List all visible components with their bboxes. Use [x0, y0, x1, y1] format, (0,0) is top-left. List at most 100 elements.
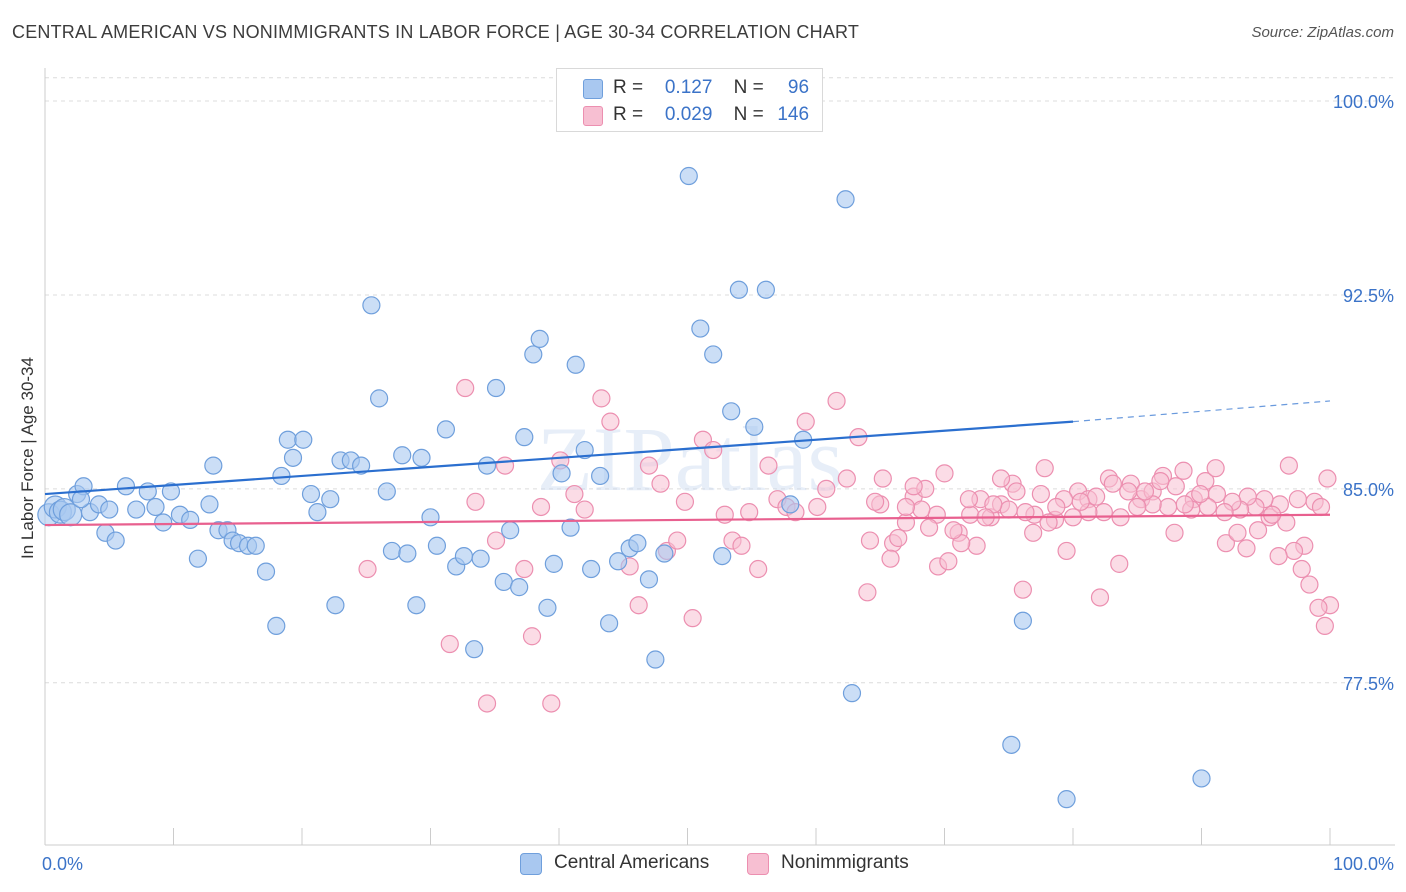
central-americans-point-36	[301, 484, 321, 504]
nonimmigrants-point-9	[531, 497, 551, 517]
nonimmigrants-point-91	[1284, 541, 1304, 561]
nonimmigrants-point-3	[466, 492, 485, 511]
nonimmigrants-point-38	[827, 391, 846, 411]
x-tick-label-min: 0.0%	[42, 854, 83, 874]
nonimmigrants-point-36	[808, 497, 827, 517]
nonimmigrants-point-87	[1315, 616, 1334, 636]
central-americans-point-60	[494, 572, 513, 592]
central-americans-point-96	[1057, 790, 1076, 809]
nonimmigrants-trend-line	[44, 513, 1331, 527]
nonimmigrants-point-55	[1013, 580, 1032, 599]
nonimmigrants-point-29	[740, 503, 759, 522]
central-americans-point-94	[1002, 735, 1021, 754]
central-americans-point-14	[127, 500, 146, 519]
central-americans-point-49	[407, 596, 426, 615]
central-americans-point-12	[106, 531, 125, 550]
central-americans-point-23	[204, 456, 223, 475]
nonimmigrants-point-111	[1128, 497, 1147, 517]
central-americans-point-16	[146, 497, 165, 517]
nonimmigrants-point-142	[881, 549, 900, 568]
central-americans-point-42	[352, 456, 371, 475]
pink-swatch	[583, 106, 603, 126]
central-americans-point-75	[609, 552, 628, 571]
nonimmigrants-point-44	[896, 513, 916, 532]
nonimmigrants-point-17	[629, 596, 648, 615]
central-americans-point-63	[515, 428, 534, 447]
y-tick-label-0: 100.0%	[1333, 92, 1394, 112]
nonimmigrants-point-145	[858, 583, 877, 602]
central-americans-point-46	[382, 541, 402, 561]
central-americans-point-20	[181, 510, 200, 529]
nonimmigrants-point-108	[1151, 472, 1170, 491]
central-americans-point-18	[161, 482, 181, 501]
nonimmigrants-point-0	[358, 559, 377, 579]
nonimmigrants-point-73	[1206, 459, 1225, 478]
nonimmigrants-point-12	[565, 484, 584, 504]
central-americans-point-93	[842, 684, 862, 703]
central-americans-point-84	[704, 345, 723, 364]
central-americans-point-87	[729, 280, 749, 299]
central-americans-point-83	[691, 319, 710, 338]
nonimmigrants-point-21	[668, 531, 687, 550]
nonimmigrants-point-23	[683, 609, 702, 628]
central-americans-point-77	[628, 534, 647, 553]
central-americans-point-57	[471, 549, 490, 568]
central-americans-point-44	[370, 389, 389, 408]
nonimmigrants-point-93	[1269, 546, 1288, 566]
nonimmigrants-point-114	[1103, 474, 1122, 493]
legend-label-central-americans: Central Americans	[554, 852, 710, 873]
central-americans-point-73	[591, 466, 610, 486]
nonimmigrants-point-106	[1166, 477, 1185, 496]
central-americans-point-17	[154, 513, 173, 532]
nonimmigrants-point-128	[991, 469, 1011, 488]
central-americans-point-9	[100, 500, 119, 519]
nonimmigrants-point-127	[999, 500, 1018, 519]
r-value: 0.127	[664, 77, 713, 98]
legend-swatch-pink	[747, 853, 769, 875]
nonimmigrants-point-57	[1035, 459, 1054, 478]
central-americans-point-47	[393, 446, 412, 465]
nonimmigrants-point-76	[1237, 539, 1256, 558]
central-americans-point-38	[321, 490, 340, 509]
central-americans-point-56	[465, 640, 484, 659]
central-americans-point-37	[308, 503, 327, 522]
r-label: R =	[613, 77, 644, 98]
central-americans-point-71	[575, 440, 594, 460]
central-americans-point-95	[1013, 611, 1032, 630]
nonimmigrants-point-28	[732, 536, 751, 555]
central-americans-point-64	[524, 345, 543, 364]
nonimmigrants-point-131	[967, 536, 986, 555]
legend-swatch-blue	[520, 853, 542, 875]
central-americans-point-62	[510, 578, 529, 597]
central-americans-point-89	[756, 280, 775, 299]
central-americans-point-50	[412, 448, 431, 467]
central-americans-point-59	[486, 378, 506, 398]
nonimmigrants-point-64	[1110, 554, 1129, 573]
central-americans-point-66	[538, 598, 557, 617]
nonimmigrants-point-5	[486, 531, 506, 550]
central-americans-point-21	[188, 549, 208, 568]
central-americans-point-92	[836, 190, 855, 209]
central-americans-point-29	[246, 536, 265, 555]
nonimmigrants-point-126	[1007, 482, 1026, 501]
central-americans-point-69	[561, 518, 580, 537]
nonimmigrants-point-138	[912, 500, 931, 519]
central-americans-point-70	[566, 355, 585, 374]
central-americans-point-10	[71, 490, 91, 509]
nonimmigrants-point-144	[866, 492, 885, 511]
axes	[44, 68, 1395, 846]
nonimmigrants-point-19	[651, 474, 670, 493]
nonimmigrants-point-30	[749, 559, 768, 579]
nonimmigrants-points	[358, 378, 1340, 713]
central-americans-point-65	[530, 329, 549, 349]
nonimmigrants-point-31	[759, 456, 778, 475]
nonimmigrants-point-75	[1228, 523, 1247, 542]
central-americans-trend-extension	[1072, 400, 1331, 423]
central-americans-point-61	[501, 521, 520, 540]
central-americans-trend-line	[44, 420, 1074, 496]
y-tick-label-3: 77.5%	[1343, 674, 1394, 694]
nonimmigrants-point-22	[675, 492, 695, 511]
x-tick-label-max: 100.0%	[1333, 854, 1394, 874]
stats-legend: R = 0.127 N = 96 R = 0.029 N = 146	[556, 68, 823, 132]
nonimmigrants-point-122	[1039, 513, 1058, 532]
